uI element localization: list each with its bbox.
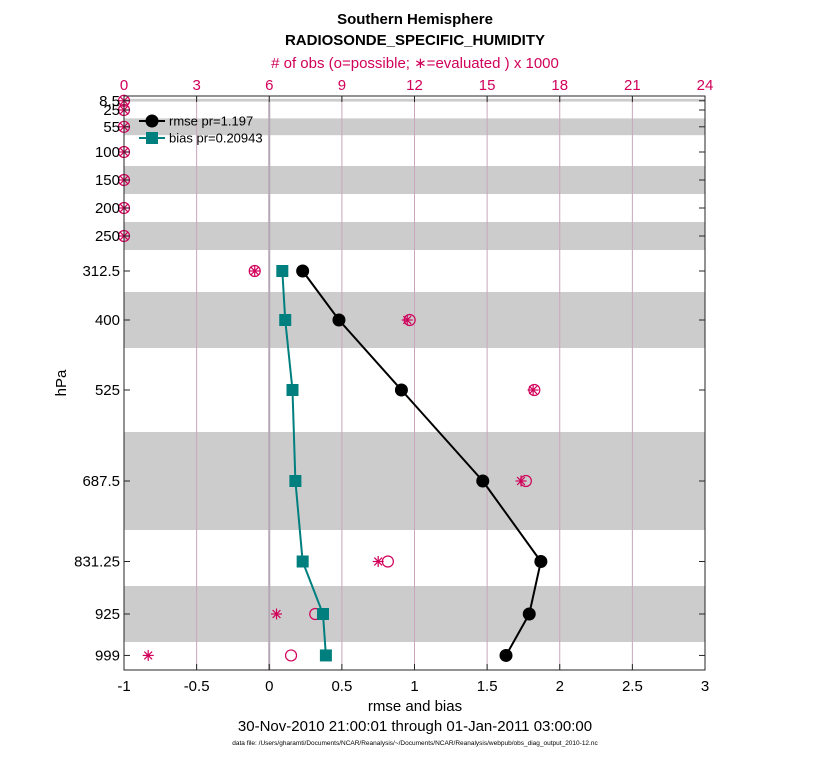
x-tick-label: 3 xyxy=(701,678,709,695)
obs-evaluated-stroke xyxy=(402,315,412,325)
y-tick-label: 312.5 xyxy=(82,263,120,280)
obs-evaluated-marker xyxy=(271,608,283,620)
data-series xyxy=(276,264,548,662)
series-0-point xyxy=(499,648,513,662)
top-tick-label: 15 xyxy=(479,77,496,94)
series-1-point xyxy=(279,314,292,326)
obs-evaluated-stroke xyxy=(528,385,538,395)
legend-rmse-label: rmse pr=1.197 xyxy=(169,114,253,129)
chart-title: Southern Hemisphere xyxy=(337,11,493,28)
y-tick-label: 25 xyxy=(103,102,120,119)
y-tick-label: 925 xyxy=(95,606,120,623)
legend-bias-label: bias pr=0.20943 xyxy=(169,131,263,146)
legend-rmse-marker xyxy=(145,114,159,128)
series-0-point xyxy=(476,474,490,488)
obs-evaluated-marker xyxy=(527,384,539,396)
obs-evaluated-marker xyxy=(372,556,384,567)
top-axis-label: # of obs (o=possible; ∗=evaluated ) x 10… xyxy=(271,55,559,72)
top-tick-label: 0 xyxy=(120,77,128,94)
x-tick-label: 2 xyxy=(556,678,564,695)
series-1-point xyxy=(276,265,289,277)
top-tick-label: 21 xyxy=(624,77,641,94)
series-0-point xyxy=(332,313,346,327)
axis-ticks: -1 -0.5 0 0.5 1 1.5 2 2.5 3 0 3 6 9 12 15 18 21 24 8.52555… xyxy=(74,77,713,695)
y-tick-label: 100 xyxy=(95,144,120,161)
y-tick-label: 150 xyxy=(95,172,120,189)
top-tick-label: 12 xyxy=(406,77,423,94)
y-tick-label: 8.5 xyxy=(99,93,120,110)
y-axis-label: hPa xyxy=(53,369,70,396)
series-1-point xyxy=(296,555,309,568)
x-axis-label: rmse and bias xyxy=(368,698,462,715)
x-tick-label: 2.5 xyxy=(622,678,643,695)
top-tick-label: 3 xyxy=(192,77,200,94)
y-tick-label: 687.5 xyxy=(82,473,120,490)
plot-area: -1 -0.5 0 0.5 1 1.5 2 2.5 3 0 3 6 9 12 15 18 21 24 8.52555… xyxy=(74,77,713,695)
data-file-footnote: data file: /Users/gharamti/Documents/NCA… xyxy=(232,740,598,747)
obs-evaluated-marker xyxy=(515,475,527,487)
x-tick-label: -0.5 xyxy=(184,678,210,695)
x-tick-label: 1 xyxy=(410,678,418,695)
y-tick-label: 55 xyxy=(103,119,120,136)
y-tick-label: 200 xyxy=(95,200,120,217)
obs-evaluated-stroke xyxy=(272,609,281,619)
legend: rmse pr=1.197 bias pr=0.20943 xyxy=(139,114,263,146)
obs-evaluated-stroke xyxy=(516,476,526,486)
top-tick-label: 9 xyxy=(338,77,346,94)
legend-bias-marker xyxy=(146,132,158,144)
obs-possible-marker xyxy=(284,649,298,662)
x-tick-label: 0 xyxy=(265,678,273,695)
x-tick-label: -1 xyxy=(117,678,130,695)
date-range: 30-Nov-2010 21:00:01 through 01-Jan-2011… xyxy=(238,718,592,735)
obs-evaluated-marker xyxy=(401,314,413,326)
y-tick-label: 525 xyxy=(95,382,120,399)
x-tick-label: 0.5 xyxy=(331,678,352,695)
series-1-point xyxy=(316,608,329,620)
x-tick-label: 1.5 xyxy=(477,678,498,695)
obs-evaluated-stroke xyxy=(373,557,383,566)
y-tick-label: 831.25 xyxy=(74,554,120,571)
series-1-point xyxy=(319,649,332,662)
y-tick-label: 999 xyxy=(95,647,120,664)
obs-evaluated-marker xyxy=(142,649,154,661)
obs-evaluated-stroke xyxy=(143,651,153,660)
top-tick-label: 18 xyxy=(551,77,568,94)
series-1-point xyxy=(286,384,299,396)
obs-evaluated-marker xyxy=(249,265,261,277)
chart-subtitle: RADIOSONDE_SPECIFIC_HUMIDITY xyxy=(285,32,545,49)
series-1-point xyxy=(289,475,302,487)
top-tick-label: 24 xyxy=(697,77,714,94)
obs-evaluated-stroke xyxy=(250,266,260,276)
y-tick-label: 250 xyxy=(95,228,120,245)
series-0-point xyxy=(296,264,310,278)
top-tick-label: 6 xyxy=(265,77,273,94)
y-tick-label: 400 xyxy=(95,312,120,329)
series-0-point xyxy=(522,607,536,621)
series-0-point xyxy=(394,383,408,397)
series-0-point xyxy=(534,555,548,568)
